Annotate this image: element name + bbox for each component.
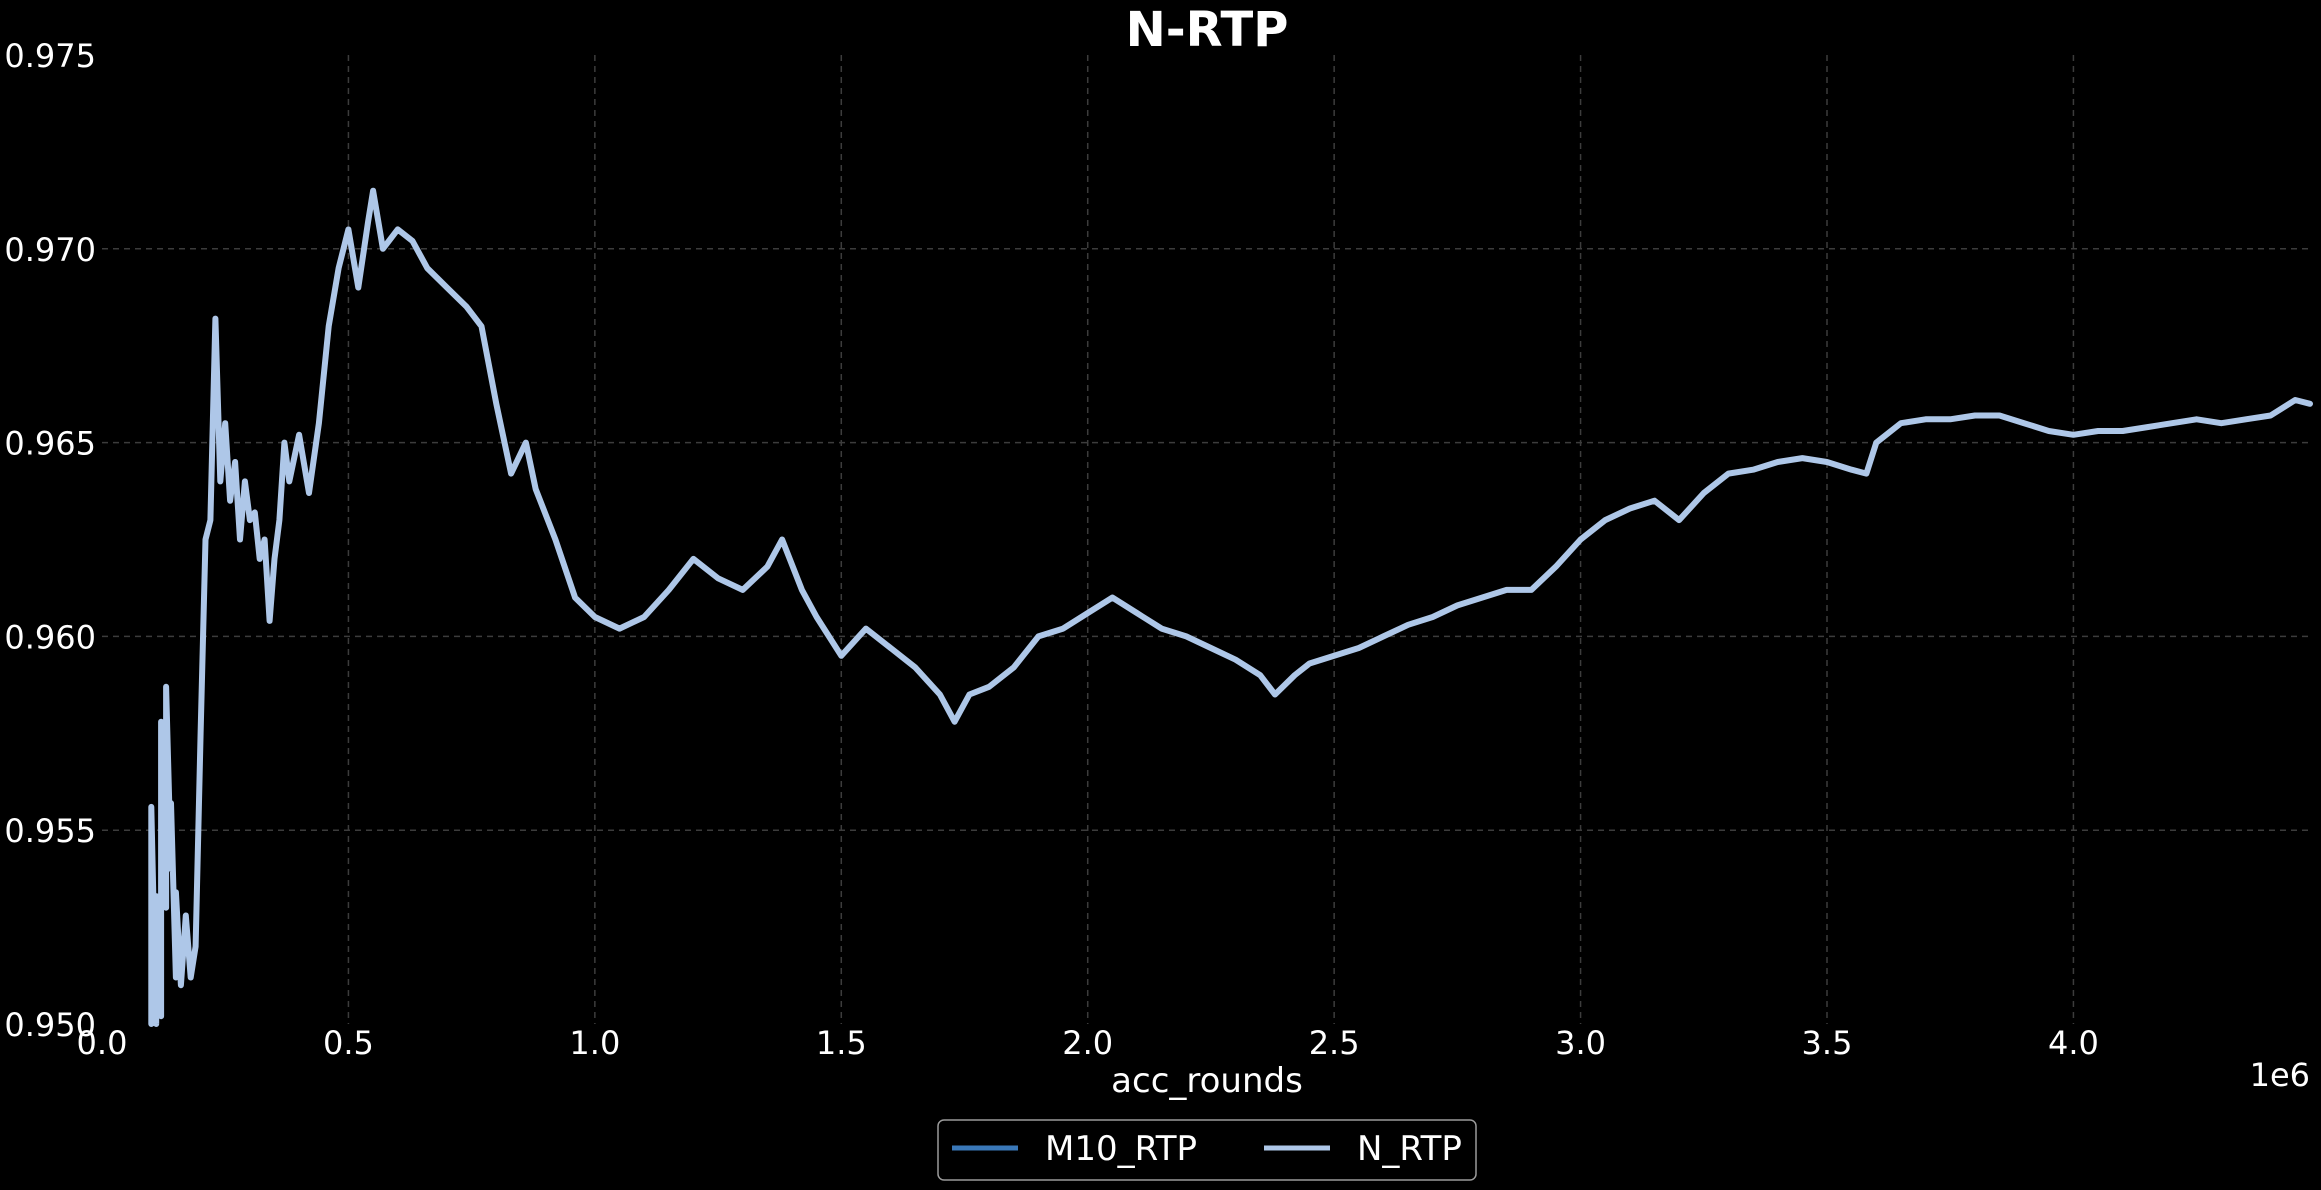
x-axis-label: acc_rounds	[1111, 1061, 1303, 1101]
y-tick-label: 0.965	[4, 425, 96, 463]
series-line-n-rtp	[148, 187, 2313, 1027]
x-tick-label: 0.5	[323, 1024, 374, 1062]
y-tick-label: 0.960	[4, 618, 96, 656]
grid	[102, 55, 2310, 1024]
x-tick-label: 0.0	[77, 1024, 128, 1062]
y-axis-ticks: 0.950 0.955 0.960 0.965 0.970 0.975	[4, 37, 96, 1044]
legend-label-m10-rtp: M10_RTP	[1045, 1129, 1197, 1169]
x-tick-label: 1.0	[569, 1024, 620, 1062]
legend-box	[937, 1119, 1477, 1181]
x-tick-label: 2.5	[1309, 1024, 1360, 1062]
legend-label-n-rtp: N_RTP	[1357, 1129, 1462, 1169]
x-tick-label: 3.5	[1802, 1024, 1853, 1062]
series-layer	[148, 187, 2313, 1027]
y-tick-label: 0.955	[4, 812, 96, 850]
chart-title: N-RTP	[1126, 2, 1289, 58]
x-axis-ticks: 0.0 0.5 1.0 1.5 2.0 2.5 3.0 3.5 4.0	[77, 1024, 2099, 1062]
y-tick-label: 0.975	[4, 37, 96, 75]
x-axis-offset-label: 1e6	[2250, 1056, 2310, 1094]
x-tick-label: 1.5	[816, 1024, 867, 1062]
legend: M10_RTP N_RTP	[937, 1119, 1477, 1181]
y-tick-label: 0.950	[4, 1006, 96, 1044]
x-tick-label: 3.0	[1555, 1024, 1606, 1062]
x-tick-label: 4.0	[2048, 1024, 2099, 1062]
x-tick-label: 2.0	[1062, 1024, 1113, 1062]
y-tick-label: 0.970	[4, 231, 96, 269]
